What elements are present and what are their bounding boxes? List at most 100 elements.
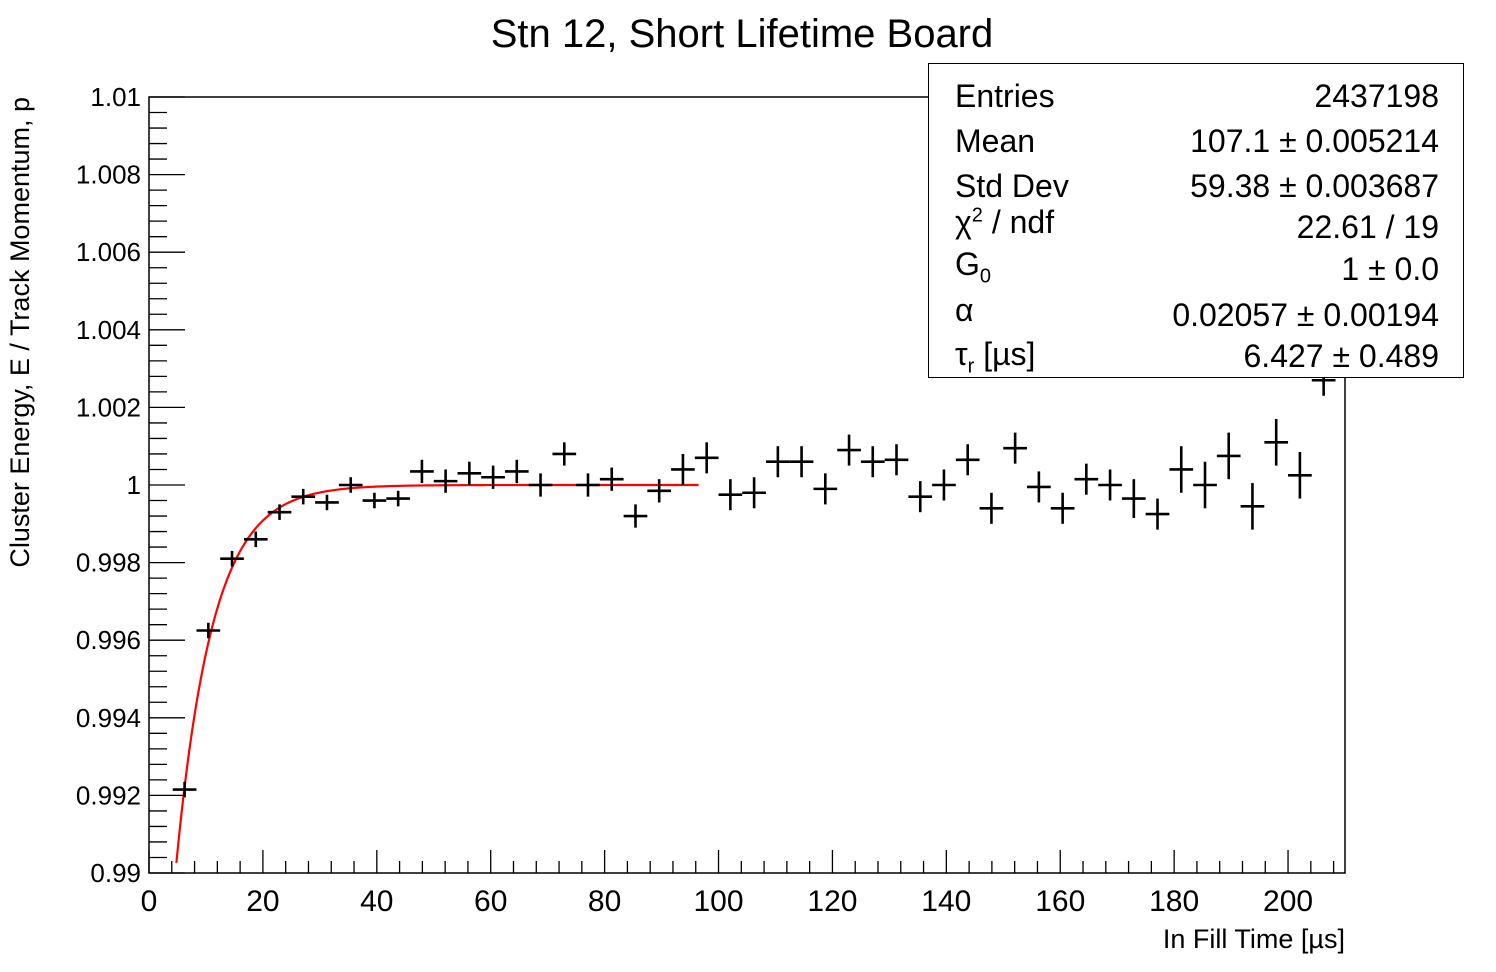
x-tick-label: 100 [693, 885, 743, 918]
data-point [552, 442, 577, 466]
x-axis: 0 20 40 60 80 100 120 140 160 180 200 [141, 850, 1335, 918]
data-point [196, 622, 221, 639]
data-point [410, 459, 434, 484]
chi-symbol: χ [955, 204, 972, 240]
data-point [932, 469, 956, 501]
x-tick-label: 200 [1263, 885, 1313, 918]
y-tick-label: 0.99 [90, 858, 141, 888]
stat-label: Mean [955, 123, 1036, 159]
data-point [1240, 483, 1265, 530]
x-tick-label: 140 [921, 885, 971, 918]
data-point [338, 477, 363, 493]
data-point [742, 477, 766, 509]
chi-label-rest: / ndf [982, 204, 1055, 240]
g-symbol: G [955, 246, 980, 282]
data-point [1264, 419, 1289, 466]
y-tick-label: 0.994 [76, 703, 141, 733]
data-point [671, 453, 695, 485]
stat-label: χ2 / ndf [955, 204, 1054, 241]
x-tick-label: 20 [246, 885, 279, 918]
x-tick-label: 180 [1149, 885, 1199, 918]
tau-label-rest: [µs] [974, 336, 1036, 372]
data-point [955, 444, 980, 476]
data-point [694, 442, 719, 474]
y-tick-label: 0.996 [76, 625, 141, 655]
y-axis-label: Cluster Energy, E / Track Momentum, p [5, 97, 35, 568]
data-point [766, 446, 790, 478]
data-point [1288, 452, 1312, 499]
stat-row-alpha: α 0.02057 ± 0.00194 [955, 292, 1439, 337]
chart-title: Stn 12, Short Lifetime Board [491, 12, 994, 56]
stat-label: τr [µs] [955, 336, 1035, 378]
stat-value: 0.02057 ± 0.00194 [1172, 297, 1439, 333]
data-point [457, 461, 482, 485]
x-tick-label: 60 [474, 885, 507, 918]
stat-label: α [955, 292, 974, 328]
data-point [481, 465, 505, 489]
y-tick-label: 1.004 [76, 315, 141, 345]
stat-value: 107.1 ± 0.005214 [1190, 123, 1439, 159]
stat-row-std-dev: Std Dev 59.38 ± 0.003687 [955, 168, 1439, 213]
data-point [647, 479, 672, 503]
x-tick-label: 120 [807, 885, 857, 918]
data-point [908, 481, 933, 513]
data-point [362, 492, 387, 509]
data-points [172, 364, 1336, 798]
stat-label: Entries [955, 78, 1055, 114]
data-point [267, 504, 292, 520]
data-point [243, 531, 268, 548]
data-point [813, 473, 838, 505]
data-point [1050, 492, 1075, 524]
chi-superscript: 2 [971, 204, 983, 227]
stat-label: Std Dev [955, 168, 1069, 204]
data-point [504, 459, 529, 484]
data-point [1027, 471, 1051, 503]
data-point [1193, 461, 1217, 509]
data-point [837, 434, 861, 466]
stat-value: 2437198 [1314, 78, 1439, 114]
stat-value: 22.61 / 19 [1296, 209, 1439, 245]
stat-row-g0: G0 1 ± 0.0 [955, 246, 1439, 291]
data-point [172, 781, 197, 798]
tau-symbol: τ [955, 336, 968, 372]
data-point [718, 479, 743, 511]
data-point [623, 504, 648, 528]
data-point [433, 469, 458, 493]
stat-row-tau-r: τr [µs] 6.427 ± 0.489 [955, 336, 1439, 381]
x-tick-label: 40 [360, 885, 393, 918]
data-point [1216, 432, 1241, 480]
data-point [789, 446, 814, 478]
stat-value: 1 ± 0.0 [1341, 251, 1439, 287]
data-point [528, 473, 553, 497]
tau-subscript: r [967, 355, 975, 378]
data-point [220, 550, 244, 567]
data-point [1145, 498, 1170, 530]
data-point [386, 490, 411, 507]
stats-box: Entries 2437198 Mean 107.1 ± 0.005214 St… [928, 63, 1464, 378]
data-point [315, 494, 339, 511]
data-point [884, 444, 909, 476]
data-point [291, 488, 316, 505]
y-tick-label: 1 [127, 470, 141, 500]
stat-value: 6.427 ± 0.489 [1243, 338, 1440, 374]
stat-value: 59.38 ± 0.003687 [1190, 168, 1439, 204]
g-subscript: 0 [979, 265, 992, 288]
y-tick-label: 0.998 [76, 548, 141, 578]
data-point [1169, 446, 1194, 493]
y-tick-label: 1.008 [76, 160, 141, 190]
y-tick-label: 1.006 [76, 237, 141, 267]
x-tick-label: 160 [1035, 885, 1085, 918]
data-point [1074, 463, 1099, 495]
x-tick-label: 80 [588, 885, 621, 918]
x-axis-label: In Fill Time [µs] [1163, 924, 1345, 954]
y-tick-label: 1.01 [90, 82, 141, 112]
data-point [599, 467, 624, 491]
x-tick-label: 0 [141, 885, 158, 918]
data-point [1098, 469, 1122, 501]
y-tick-label: 0.992 [76, 780, 141, 810]
stat-row-entries: Entries 2437198 [955, 78, 1439, 123]
stat-label: G0 [955, 246, 991, 288]
data-point [576, 473, 600, 497]
data-point [860, 446, 885, 478]
